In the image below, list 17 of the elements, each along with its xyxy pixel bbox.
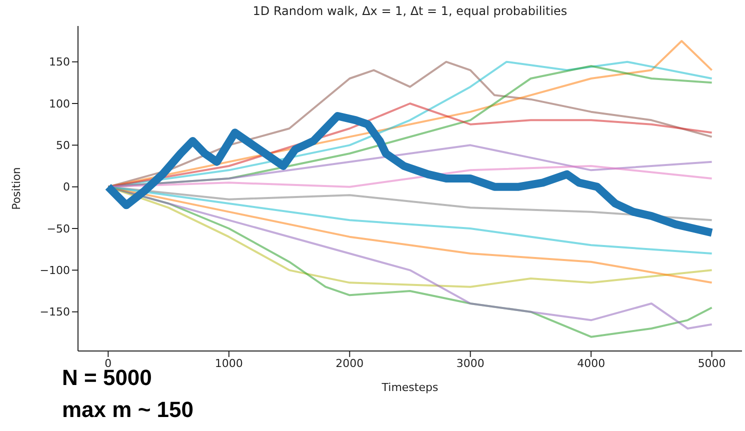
y-tick-label: −50 [46,222,70,236]
y-tick-label: 150 [49,56,70,69]
x-tick-label: 3000 [456,356,484,370]
text: max m ~ 150 [62,397,194,423]
y-tick-label: 50 [56,139,70,152]
x-tick-label: 0 [104,356,112,370]
chart-title: 1D Random walk, Δx = 1, Δt = 1, equal probabilities [252,4,568,18]
y-tick-label: 100 [49,97,70,110]
y-tick-label: −100 [40,264,70,278]
x-tick-label: 4000 [577,356,606,370]
x-tick-label: 2000 [336,356,364,370]
y-tick-label: 0 [63,180,70,194]
x-tick-label: 5000 [698,356,726,370]
y-axis-title: Position [10,167,23,210]
x-axis-title: Timesteps [380,381,438,394]
x-tick-label: 1000 [214,356,243,370]
y-tick-label: −150 [40,306,70,319]
